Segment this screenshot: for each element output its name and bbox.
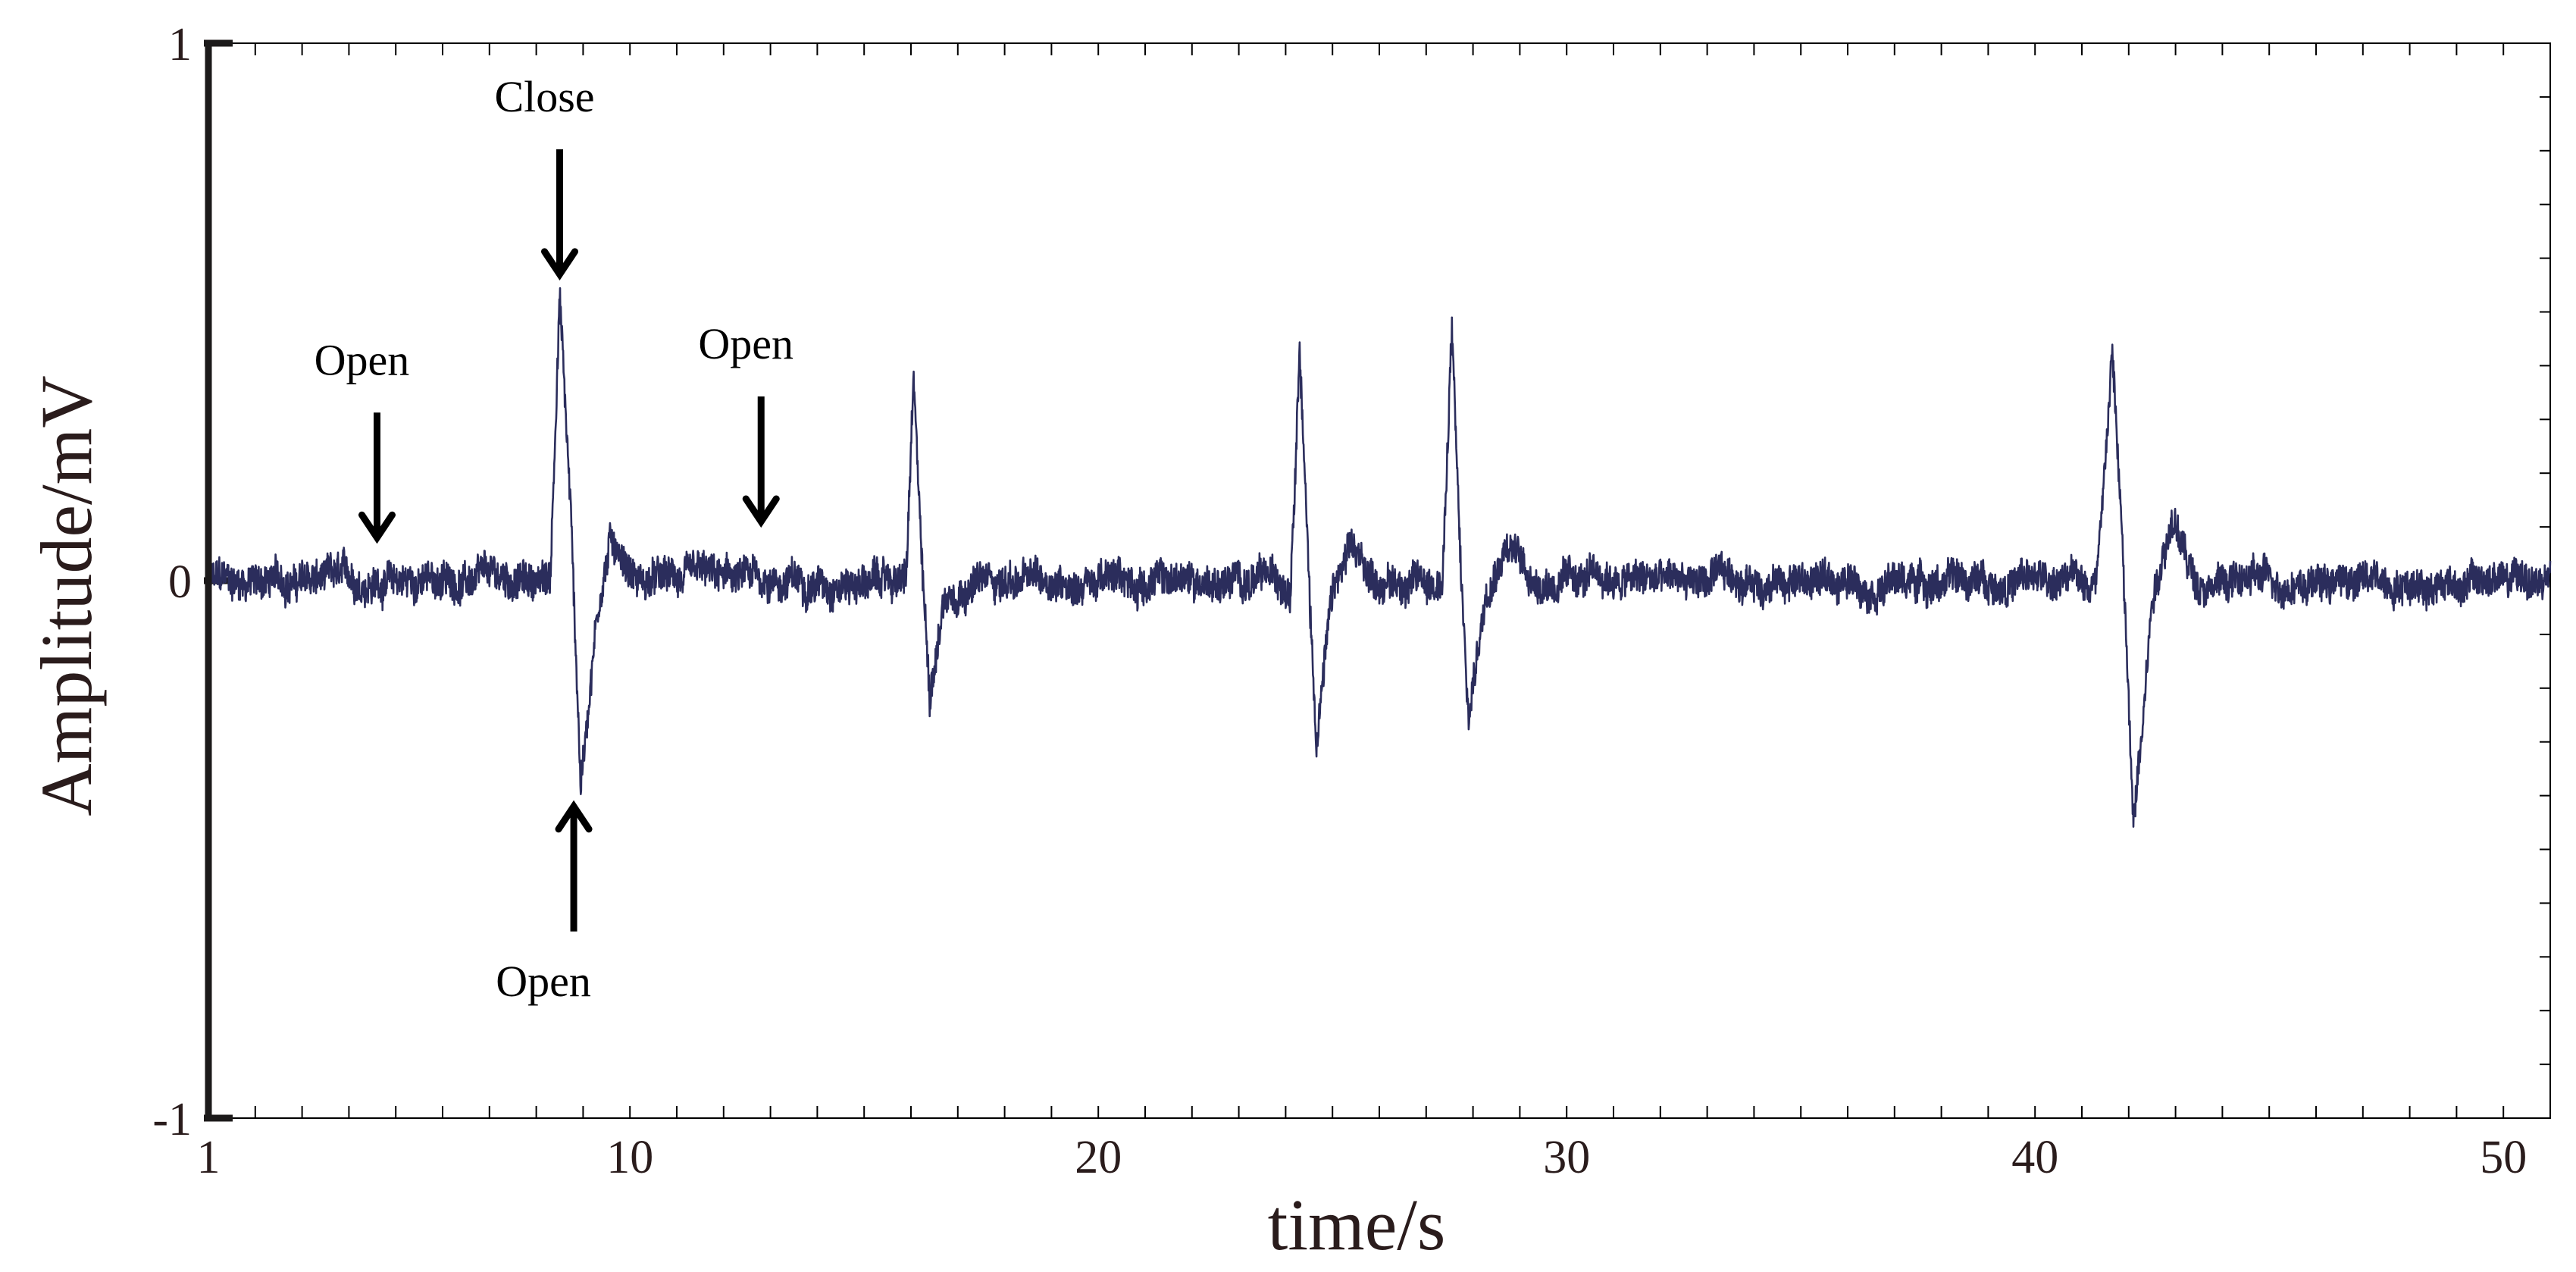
annotation-label: Open xyxy=(698,319,793,368)
ticks-layer xyxy=(204,39,2551,1122)
annotation-arrowhead xyxy=(742,495,780,528)
x-tick-labels: 1 10 20 30 40 50 xyxy=(197,1132,2527,1183)
x-axis-title: time/s xyxy=(1268,1184,1446,1265)
annotation-label: Close xyxy=(494,72,594,121)
y-tick-label: 0 xyxy=(168,556,192,608)
y-tick-label: -1 xyxy=(152,1094,192,1145)
annotation: Close xyxy=(494,72,595,280)
y-tick-labels: -1 0 1 xyxy=(152,19,192,1145)
x-tick-label: 30 xyxy=(1543,1132,1590,1183)
annotation: Open xyxy=(315,335,410,544)
annotation-layer: Close Open Open Open xyxy=(315,72,793,1006)
x-tick-label: 10 xyxy=(606,1132,653,1183)
x-tick-label: 40 xyxy=(2011,1132,2058,1183)
annotation-label: Open xyxy=(496,957,591,1006)
annotation-label: Open xyxy=(315,335,410,384)
y-tick-label: 1 xyxy=(168,19,192,70)
y-axis-title: Amplitude/mV xyxy=(26,375,107,816)
x-tick-label: 20 xyxy=(1075,1132,1122,1183)
annotation-arrowhead xyxy=(541,248,578,280)
annotation-arrowhead xyxy=(358,511,396,544)
series-line xyxy=(207,287,2552,828)
annotation-arrowhead xyxy=(555,800,593,833)
annotation: Open xyxy=(496,800,593,1006)
x-tick-label: 1 xyxy=(197,1132,221,1183)
annotation: Open xyxy=(698,319,793,528)
x-tick-label: 50 xyxy=(2480,1132,2527,1183)
